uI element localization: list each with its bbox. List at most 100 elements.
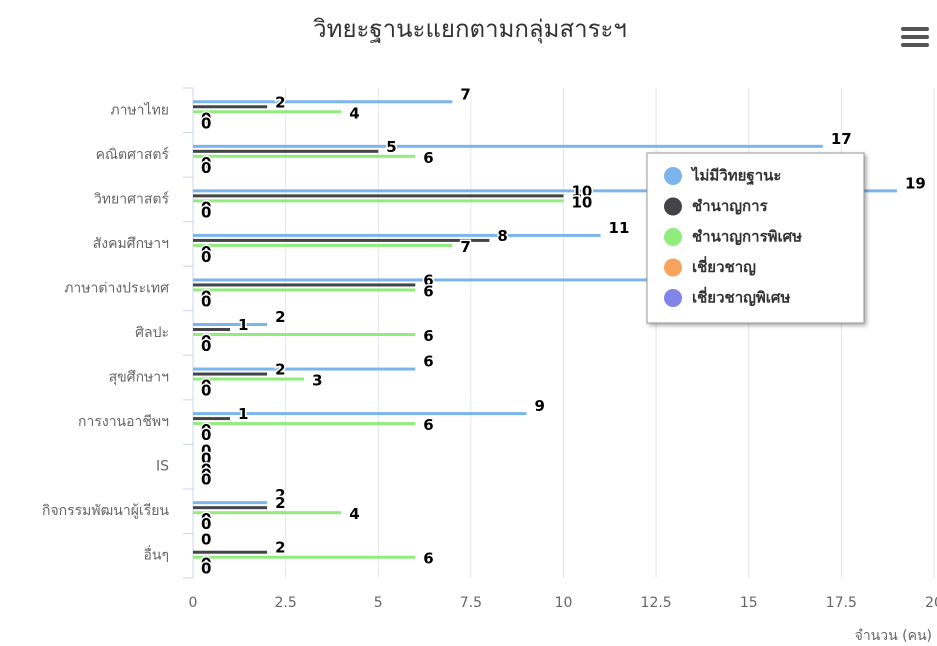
bar	[193, 110, 342, 114]
legend-item[interactable]: ชำนาญการพิเศษ	[664, 228, 802, 247]
value-label: 0	[201, 515, 211, 533]
y-tick-label: IS	[156, 459, 169, 475]
bar	[193, 233, 601, 237]
value-label: 6	[423, 149, 433, 167]
value-label: 1	[238, 316, 248, 334]
legend-item[interactable]: ไม่มีวิทยฐานะ	[664, 166, 781, 186]
value-label: 0	[201, 114, 211, 132]
value-label: 0	[201, 510, 211, 528]
bar	[193, 144, 823, 148]
legend-item[interactable]: ชำนาญการ	[664, 197, 769, 216]
bar	[193, 372, 268, 376]
value-label: 6	[423, 550, 433, 568]
value-label: 0	[201, 531, 211, 549]
value-label: 0	[201, 426, 211, 444]
value-label: 7	[460, 238, 470, 256]
x-tick-label: 17.5	[826, 595, 857, 611]
bar	[193, 333, 416, 336]
menu-button[interactable]	[901, 27, 929, 47]
value-label: 0	[201, 471, 211, 489]
legend-swatch	[664, 258, 682, 277]
x-tick-label: 5	[374, 595, 383, 611]
bar	[193, 100, 453, 104]
x-tick-label: 10	[555, 595, 573, 611]
value-label: 2	[275, 93, 285, 111]
legend-swatch	[664, 289, 682, 307]
value-label: 9	[534, 397, 544, 415]
value-label: 0	[201, 555, 211, 573]
value-label: 3	[312, 372, 322, 390]
value-label: 6	[423, 416, 433, 434]
bar	[193, 194, 564, 198]
value-label: 2	[275, 539, 285, 557]
value-label: 10	[572, 182, 593, 200]
bar	[193, 154, 416, 158]
legend-label: เชี่ยวชาญพิเศษ	[692, 287, 790, 307]
value-label: 6	[423, 353, 433, 371]
legend-label: ชำนาญการพิเศษ	[692, 228, 802, 246]
bar	[193, 412, 527, 416]
value-label: 2	[275, 308, 285, 326]
value-label: 0	[201, 442, 211, 460]
y-tick-label: ภาษาต่างประเทศ	[64, 280, 169, 296]
value-label: 11	[609, 219, 630, 237]
y-tick-label: คณิตศาสตร์	[96, 146, 170, 163]
legend-item[interactable]: เชี่ยวชาญพิเศษ	[664, 287, 790, 308]
bar	[193, 417, 231, 421]
bar	[193, 149, 379, 153]
y-tick-label: ศิลปะ	[135, 325, 169, 341]
value-label: 6	[423, 327, 433, 345]
bar	[193, 105, 268, 109]
value-label: 8	[497, 227, 507, 245]
bar	[193, 367, 416, 371]
value-label: 0	[201, 203, 211, 221]
value-label: 0	[201, 450, 211, 468]
value-label: 0	[201, 248, 211, 266]
value-label: 2	[275, 486, 285, 504]
y-tick-label: อื่นๆ	[144, 546, 170, 564]
menu-line	[901, 35, 929, 39]
bar	[193, 189, 897, 193]
bar	[193, 243, 453, 247]
value-label: 0	[201, 198, 211, 216]
x-tick-label: 0	[189, 595, 198, 611]
menu-line	[901, 27, 929, 31]
value-label: 2	[275, 361, 285, 379]
bar	[193, 199, 564, 203]
value-label: 0	[201, 382, 211, 400]
x-tick-label: 15	[740, 595, 758, 611]
bar	[193, 550, 268, 554]
legend-swatch	[664, 167, 682, 185]
value-label: 0	[201, 332, 211, 350]
y-tick-label: กิจกรรมพัฒนาผู้เรียน	[42, 503, 169, 519]
value-label: 7	[460, 85, 470, 103]
bar	[193, 283, 416, 287]
bar	[193, 501, 268, 505]
value-label: 0	[201, 159, 211, 177]
legend-item[interactable]: เชี่ยวชาญ	[664, 256, 756, 277]
value-label: 4	[349, 104, 359, 122]
bar	[193, 377, 305, 381]
value-label: 2	[275, 494, 285, 512]
x-tick-label: 20	[925, 595, 937, 611]
bar	[193, 323, 268, 326]
value-label: 0	[201, 292, 211, 310]
legend-swatch	[664, 228, 682, 246]
legend: ไม่มีวิทยฐานะชำนาญการชำนาญการพิเศษเชี่ยว…	[646, 152, 865, 324]
value-label: 10	[572, 193, 593, 211]
value-label: 6	[423, 271, 433, 289]
x-tick-label: 12.5	[641, 595, 672, 611]
y-tick-label: วิทยาศาสตร์	[94, 190, 170, 207]
value-label: 0	[201, 154, 211, 172]
bar	[193, 511, 342, 515]
value-label: 0	[201, 109, 211, 127]
legend-label: ชำนาญการ	[692, 197, 769, 215]
value-label: 4	[349, 505, 359, 523]
legend-swatch	[664, 197, 682, 216]
x-tick-label: 2.5	[274, 595, 296, 611]
value-label: 6	[423, 282, 433, 300]
value-label: 0	[201, 243, 211, 261]
bar	[193, 278, 675, 282]
bar	[193, 506, 268, 510]
y-tick-label: การงานอาชีพฯ	[78, 414, 169, 430]
